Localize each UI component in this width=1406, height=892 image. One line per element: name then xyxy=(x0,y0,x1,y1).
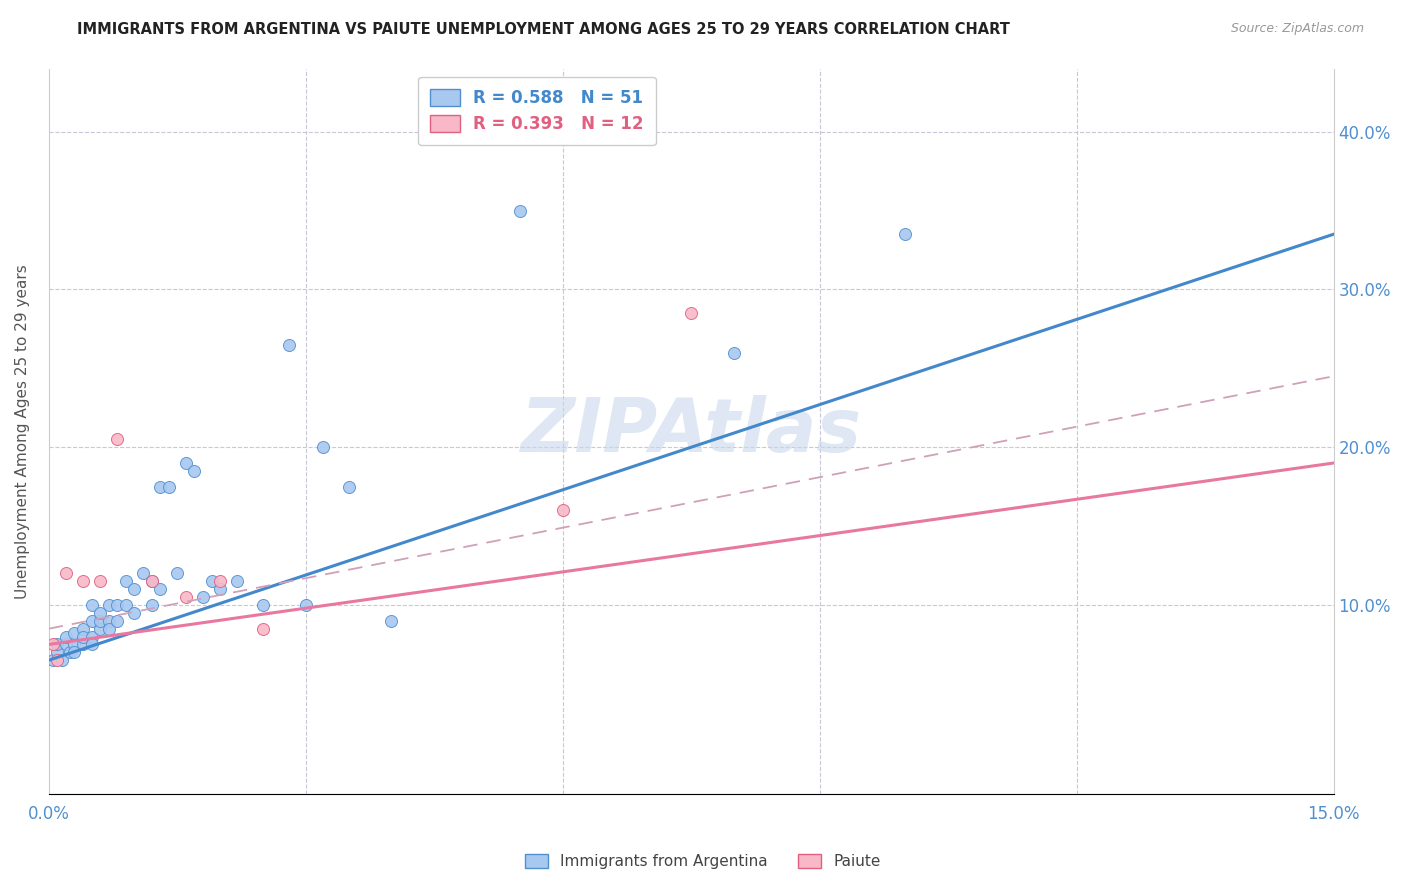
Point xyxy=(132,566,155,581)
Point xyxy=(681,306,703,320)
Point xyxy=(141,574,163,589)
Point xyxy=(149,480,172,494)
Point xyxy=(105,433,128,447)
Point xyxy=(72,637,94,651)
Point xyxy=(141,574,163,589)
Legend: Immigrants from Argentina, Paiute: Immigrants from Argentina, Paiute xyxy=(519,848,887,875)
Y-axis label: Unemployment Among Ages 25 to 29 years: Unemployment Among Ages 25 to 29 years xyxy=(15,264,30,599)
Point xyxy=(509,203,531,218)
Point xyxy=(63,626,86,640)
Point xyxy=(63,645,86,659)
Point xyxy=(89,606,111,620)
Text: IMMIGRANTS FROM ARGENTINA VS PAIUTE UNEMPLOYMENT AMONG AGES 25 TO 29 YEARS CORRE: IMMIGRANTS FROM ARGENTINA VS PAIUTE UNEM… xyxy=(77,22,1010,37)
Point xyxy=(55,566,77,581)
Point xyxy=(89,622,111,636)
Point xyxy=(72,574,94,589)
Text: Source: ZipAtlas.com: Source: ZipAtlas.com xyxy=(1230,22,1364,36)
Point xyxy=(72,630,94,644)
Point xyxy=(551,503,574,517)
Point xyxy=(115,598,138,612)
Point xyxy=(226,574,249,589)
Point xyxy=(55,630,77,644)
Point xyxy=(63,637,86,651)
Point xyxy=(59,645,82,659)
Point xyxy=(191,590,214,604)
Point xyxy=(312,440,335,454)
Point xyxy=(46,653,69,667)
Point xyxy=(294,598,316,612)
Point xyxy=(105,614,128,628)
Point xyxy=(46,637,69,651)
Point xyxy=(380,614,402,628)
Point xyxy=(97,614,120,628)
Point xyxy=(80,630,103,644)
Point xyxy=(80,637,103,651)
Point xyxy=(42,637,65,651)
Point xyxy=(124,606,146,620)
Point xyxy=(157,480,180,494)
Point xyxy=(723,345,745,359)
Point xyxy=(252,622,274,636)
Point xyxy=(200,574,222,589)
Point xyxy=(277,337,299,351)
Point xyxy=(337,480,360,494)
Point xyxy=(174,590,197,604)
Point xyxy=(115,574,138,589)
Point xyxy=(51,653,73,667)
Point xyxy=(46,645,69,659)
Point xyxy=(72,622,94,636)
Legend: R = 0.588   N = 51, R = 0.393   N = 12: R = 0.588 N = 51, R = 0.393 N = 12 xyxy=(419,77,655,145)
Point xyxy=(55,637,77,651)
Point xyxy=(149,582,172,597)
Point xyxy=(89,574,111,589)
Point xyxy=(209,574,232,589)
Point xyxy=(42,653,65,667)
Point xyxy=(209,582,232,597)
Point xyxy=(894,227,917,242)
Point xyxy=(252,598,274,612)
Point xyxy=(166,566,188,581)
Point xyxy=(80,614,103,628)
Point xyxy=(174,456,197,470)
Point xyxy=(97,598,120,612)
Point xyxy=(105,598,128,612)
Point xyxy=(89,614,111,628)
Point xyxy=(97,622,120,636)
Point xyxy=(183,464,205,478)
Point xyxy=(124,582,146,597)
Point xyxy=(141,598,163,612)
Point xyxy=(80,598,103,612)
Text: ZIPAtlas: ZIPAtlas xyxy=(520,395,862,468)
